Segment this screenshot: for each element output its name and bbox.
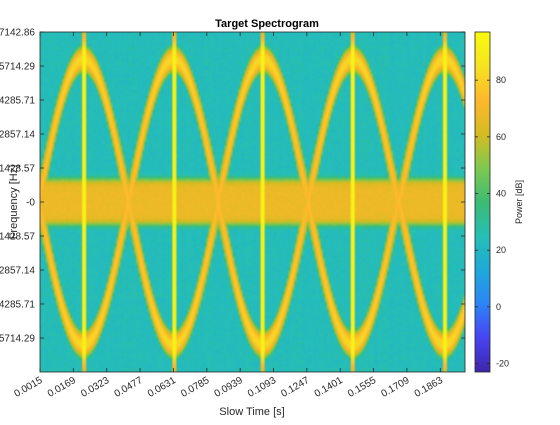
x-tick-label: 0.0785 [179,375,211,400]
plot-area [39,31,466,373]
colorbar-label: Power [dB] [514,180,524,224]
x-tick-label: 0.0015 [13,375,45,400]
colorbar-tick-label: 60 [496,132,506,142]
heatmap-image [40,32,465,372]
y-tick-label: -4285.71 [0,299,35,310]
colorbar-ticks: 80 60 40 20 0 -20 [475,75,509,369]
y-tick-label: -5714.29 [0,334,35,345]
chart-title: Target Spectrogram [215,18,319,30]
y-tick-label: 7142.86 [0,28,35,39]
x-tick-label: 0.0631 [146,375,178,400]
y-tick-label: -0 [26,198,35,209]
x-tick-label: 0.1247 [279,375,311,400]
colorbar-scale [474,31,491,373]
y-axis-label: Frequency [Hz] [8,165,20,240]
x-tick-label: 0.1555 [346,375,378,400]
y-tick-label: -1428.57 [0,231,35,242]
x-tick-label: 0.0939 [213,375,245,400]
colorbar-tick-label: -20 [496,359,509,369]
colorbar-tick-label: 0 [496,302,501,312]
y-axis-ticks: 7142.86 5714.29 4285.71 2857.14 1428.57 -0 -14… [0,28,465,345]
x-tick-label: 0.0323 [79,375,111,400]
colorbar-tick-label: 40 [496,189,506,199]
y-tick-label: 5714.29 [0,61,35,72]
y-tick-label: 4285.71 [0,96,35,107]
x-axis-label: Slow Time [s] [219,406,284,418]
x-tick-label: 0.0477 [113,375,145,400]
colorbar: 80 60 40 20 0 -20 Power [dB] [474,31,524,373]
x-tick-label: 0.1709 [379,375,411,400]
x-tick-label: 0.0169 [46,375,78,400]
y-tick-label: 1428.57 [0,164,35,175]
colorbar-tick-label: 80 [496,75,506,85]
y-tick-label: -2857.14 [0,265,35,276]
x-tick-label: 0.1093 [246,375,278,400]
x-tick-label: 0.1401 [313,375,345,400]
colorbar-tick-label: 20 [496,245,506,255]
x-tick-label: 0.1863 [413,375,445,400]
y-tick-label: 2857.14 [0,130,35,141]
